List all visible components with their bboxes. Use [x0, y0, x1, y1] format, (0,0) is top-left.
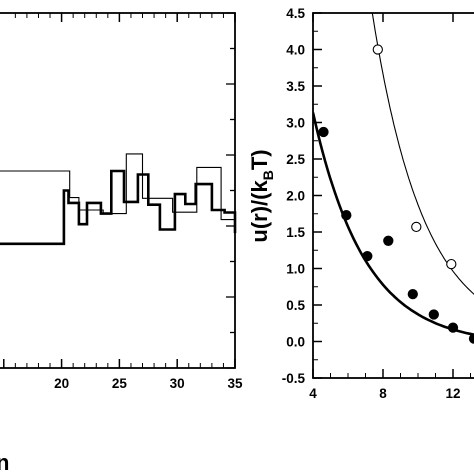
- right-y-tick-label: 1.5: [286, 225, 305, 240]
- left-series-thick-step-line: [0, 169, 237, 246]
- right-point-filled: [468, 333, 474, 344]
- right-ylabel-main: u(r)/(k: [247, 180, 272, 243]
- right-ylabel: u(r)/(kBT): [247, 149, 276, 242]
- right-point-open: [372, 44, 383, 55]
- right-x-tick-label: 4: [309, 386, 317, 401]
- right-y-tick-label: -0.5: [282, 371, 306, 386]
- left-panel: 20 25 30 35 n: [0, 12, 243, 474]
- right-y-tick-label: 3.0: [286, 116, 305, 131]
- left-x-tick-label-25: 25: [112, 376, 128, 391]
- right-x-tick-label: 8: [379, 386, 387, 401]
- right-y-tick-label: 0.5: [286, 298, 305, 313]
- right-y-tick-label: 4.0: [286, 43, 305, 58]
- right-point-open: [411, 221, 422, 233]
- right-point-filled: [318, 126, 329, 138]
- right-y-tick-label: 3.5: [286, 79, 305, 94]
- right-point-open: [446, 258, 457, 270]
- right-ylabel-tail: T): [247, 149, 272, 170]
- left-plot-frame: [0, 12, 236, 369]
- right-point-filled: [341, 210, 352, 221]
- left-xlabel-fragment: n: [0, 450, 9, 474]
- right-panel: -0.5 0.0 0.5 1.0 1.5 2.0 2.5 3.0 3.5 4.0 4.5 4 8 12 u…: [247, 6, 474, 401]
- right-y-tick-label: 2.5: [286, 152, 305, 167]
- right-point-filled: [383, 235, 394, 246]
- right-point-filled: [362, 250, 373, 262]
- right-x-tick-label: 12: [445, 386, 460, 401]
- left-x-tick-label-35: 35: [227, 376, 243, 391]
- left-x-tick-label-30: 30: [170, 376, 185, 391]
- right-y-tick-label: 2.0: [286, 189, 305, 204]
- right-y-tick-label: 0.0: [286, 335, 305, 350]
- right-plot-area: [313, 13, 474, 344]
- right-fit-curve-thick: [313, 112, 474, 336]
- left-series-thin-step-line: [0, 153, 235, 221]
- right-point-filled: [428, 309, 439, 320]
- right-point-filled: [407, 288, 418, 300]
- right-y-tick-label: 4.5: [286, 6, 305, 21]
- right-point-filled: [447, 322, 459, 333]
- right-ylabel-subscript: B: [260, 170, 276, 180]
- right-y-tick-label: 1.0: [286, 262, 305, 277]
- left-x-tick-label-20: 20: [54, 376, 69, 391]
- right-fit-curve-thin: [371, 13, 474, 295]
